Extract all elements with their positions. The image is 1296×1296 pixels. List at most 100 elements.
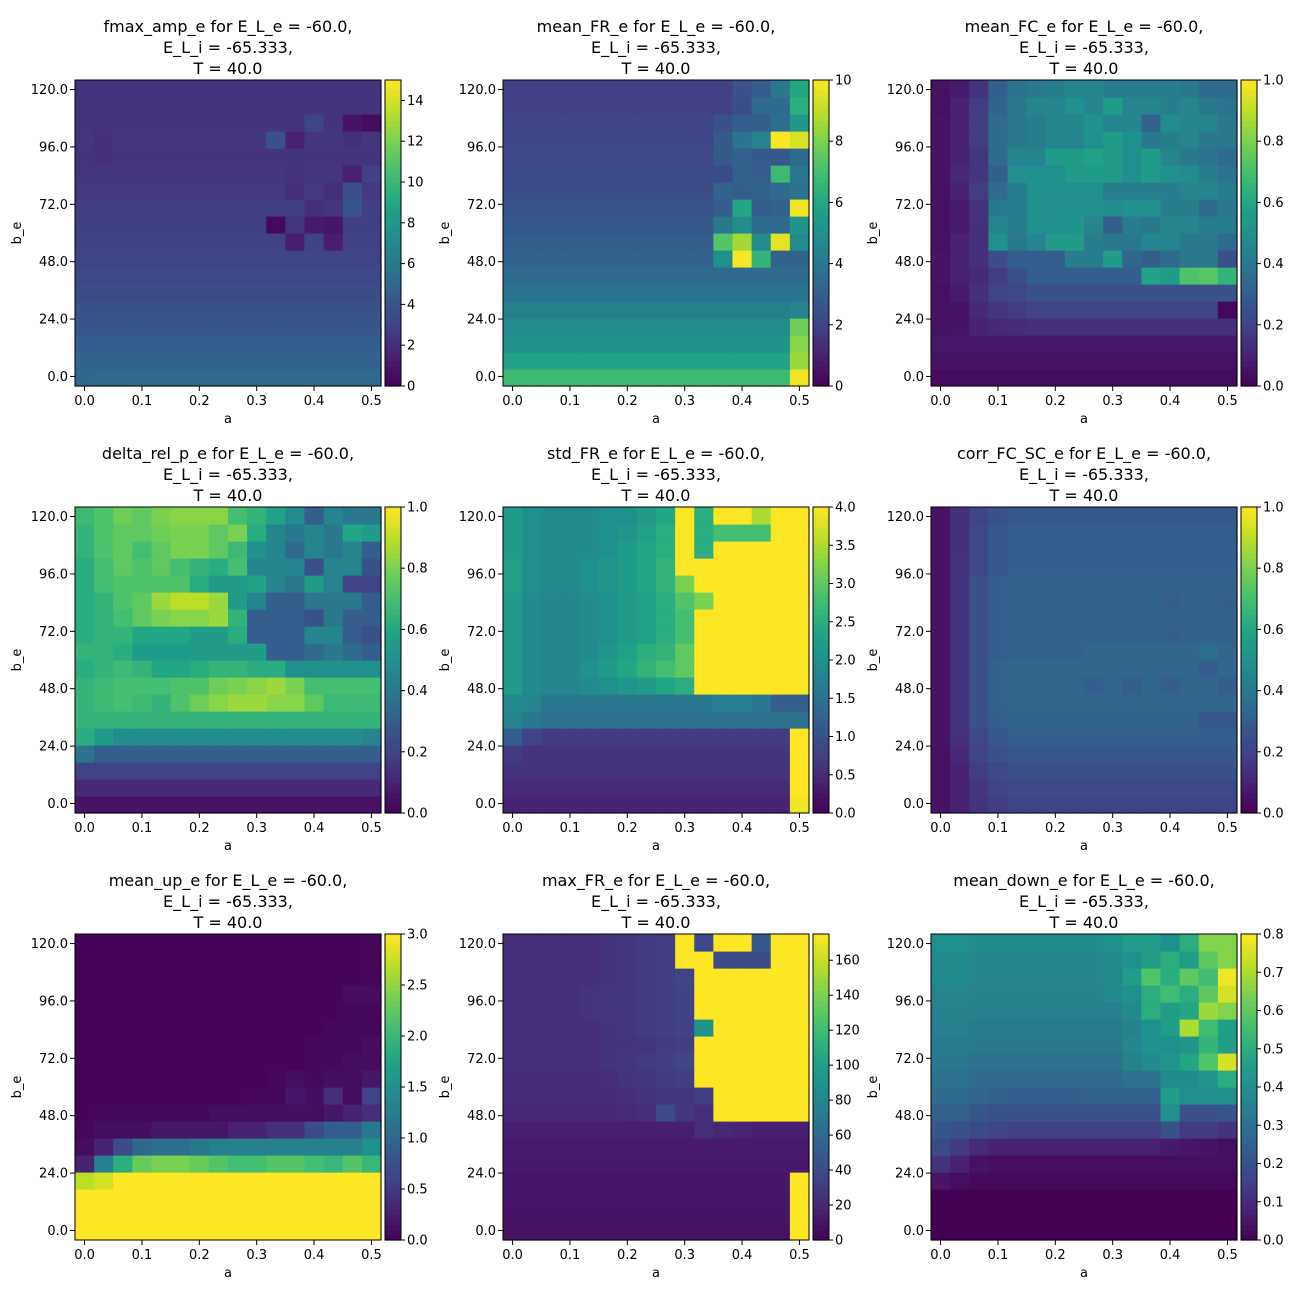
- colorbar-segment: [813, 1025, 829, 1032]
- heatmap-cell: [208, 575, 229, 593]
- heatmap-cell: [228, 711, 248, 729]
- heatmap-cell: [132, 1087, 153, 1105]
- y-tick-label: 72.0: [895, 198, 924, 213]
- colorbar-segment: [1241, 1204, 1257, 1210]
- heatmap-cell: [789, 97, 810, 115]
- heatmap-cell: [503, 609, 523, 627]
- colorbar-segment: [813, 304, 829, 311]
- heatmap-cell: [931, 507, 951, 525]
- heatmap-cell: [208, 968, 229, 986]
- heatmap-cell: [323, 762, 344, 780]
- colorbar-segment: [385, 1173, 401, 1180]
- heatmap-cell: [1179, 199, 1200, 217]
- heatmap-cell: [751, 182, 772, 200]
- heatmap-cell: [675, 626, 695, 644]
- heatmap-cell: [1103, 114, 1123, 132]
- heatmap-cell: [1217, 694, 1238, 712]
- heatmap-cell: [1160, 1070, 1181, 1088]
- colorbar-segment: [813, 370, 829, 377]
- heatmap-cell: [132, 677, 153, 695]
- heatmap-cell: [1045, 558, 1066, 576]
- colorbar-frame: [1240, 506, 1258, 814]
- colorbar-segment: [385, 588, 401, 595]
- heatmap-cell: [1160, 250, 1181, 268]
- heatmap-cell: [675, 694, 695, 712]
- colorbar-segment: [385, 772, 401, 778]
- colorbar-tick-label: 2.0: [835, 654, 856, 669]
- heatmap-cell: [789, 1223, 810, 1241]
- colorbar-segment: [813, 375, 829, 382]
- heatmap-cell: [969, 934, 989, 952]
- heatmap-cell: [969, 335, 989, 353]
- heatmap-cell: [208, 250, 229, 268]
- heatmap-cell: [560, 626, 581, 644]
- heatmap-cell: [950, 182, 970, 200]
- heatmap-cell: [579, 796, 600, 814]
- colorbar-segment: [385, 537, 401, 544]
- heatmap-cell: [503, 762, 523, 780]
- heatmap-cell: [789, 148, 810, 166]
- heatmap-cell: [751, 80, 772, 98]
- heatmap-cell: [1103, 507, 1123, 525]
- heatmap-cell: [94, 643, 114, 661]
- heatmap-cell: [266, 1036, 286, 1054]
- heatmap-cell: [113, 267, 133, 285]
- heatmap-cell: [988, 1019, 1009, 1037]
- colorbar-segment: [813, 644, 829, 651]
- heatmap-cell: [1007, 216, 1028, 234]
- heatmap-cell: [1160, 114, 1181, 132]
- heatmap-cell: [560, 694, 581, 712]
- heatmap-cell: [598, 745, 619, 763]
- colorbar-segment: [1241, 1097, 1257, 1103]
- heatmap-cell: [579, 114, 600, 132]
- heatmap-cell: [170, 216, 191, 234]
- heatmap-cell: [1122, 301, 1142, 319]
- heatmap-cell: [75, 711, 95, 729]
- heatmap-cell: [1007, 369, 1028, 387]
- heatmap-cell: [522, 541, 542, 559]
- heatmap-cell: [732, 985, 753, 1003]
- colorbar-segment: [1241, 792, 1257, 799]
- heatmap-cell: [636, 1155, 657, 1173]
- heatmap-cell: [988, 592, 1009, 610]
- colorbar-tick-label: 0: [835, 380, 843, 395]
- heatmap-cell: [617, 779, 638, 797]
- heatmap-cell: [304, 507, 325, 525]
- heatmap-cell: [247, 951, 267, 969]
- heatmap-cell: [1026, 643, 1047, 661]
- heatmap-cell: [988, 1121, 1009, 1139]
- heatmap-cell: [1084, 507, 1104, 525]
- heatmap-cell: [151, 250, 172, 268]
- heatmap-cell: [361, 131, 382, 149]
- colorbar-segment: [385, 969, 401, 976]
- title-line: mean_down_e for E_L_e = -60.0,: [953, 871, 1215, 891]
- colorbar-segment: [385, 273, 401, 280]
- colorbar-tick-label: 0.7: [1263, 966, 1284, 981]
- heatmap-cell: [1198, 352, 1219, 370]
- heatmap-cell: [598, 575, 619, 593]
- heatmap-cell: [751, 369, 772, 387]
- heatmap-cell: [285, 626, 306, 644]
- colorbar-segment: [813, 772, 829, 778]
- heatmap-cell: [170, 745, 191, 763]
- colorbar-segment: [385, 299, 401, 305]
- colorbar-tick-label: 1.0: [1263, 501, 1284, 516]
- colorbar-segment: [1241, 680, 1257, 687]
- heatmap-cell: [361, 1223, 382, 1241]
- heatmap-cell: [1103, 745, 1123, 763]
- heatmap-cell: [1084, 250, 1104, 268]
- heatmap-cell: [988, 1087, 1009, 1105]
- heatmap-cell: [151, 796, 172, 814]
- heatmap-cell: [636, 182, 657, 200]
- colorbar-segment: [1241, 736, 1257, 743]
- heatmap-cell: [751, 934, 772, 952]
- colorbar-segment: [385, 136, 401, 142]
- heatmap-cell: [694, 318, 714, 336]
- y-tick-label: 120.0: [459, 83, 496, 98]
- heatmap-cell: [342, 951, 363, 969]
- x-tick-label: 0.5: [789, 1248, 810, 1263]
- colorbar-segment: [1241, 1163, 1257, 1170]
- heatmap-cell: [1007, 1172, 1028, 1190]
- heatmap-cell: [361, 182, 382, 200]
- heatmap-cell: [361, 592, 382, 610]
